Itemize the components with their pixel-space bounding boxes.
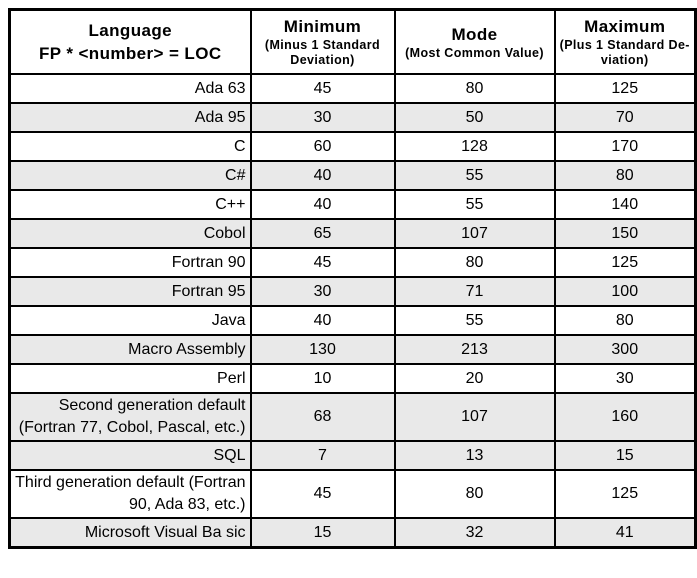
language-cell: Ada 63 (8, 73, 252, 104)
minimum-cell: 15 (249, 517, 396, 549)
fp-loc-conversion-table: Language FP * <number> = LOC Minimum (Mi… (8, 8, 697, 549)
language-cell: Macro Assembly (8, 334, 252, 365)
table-body: Ada 63 45 80 125 Ada 95 30 50 70 C 60 128 170 C# 40 55… (8, 73, 697, 549)
maximum-cell: 150 (553, 218, 697, 249)
maximum-cell: 125 (553, 469, 697, 519)
table-row: Fortran 95 30 71 100 (8, 276, 697, 307)
maximum-cell: 100 (553, 276, 697, 307)
maximum-header-title: Maximum (584, 17, 666, 36)
table-row: SQL 7 13 15 (8, 440, 697, 471)
mode-cell: 71 (393, 276, 556, 307)
language-cell: Microsoft Visual Ba sic (8, 517, 252, 549)
maximum-cell: 41 (553, 517, 697, 549)
table-row: C# 40 55 80 (8, 160, 697, 191)
table-row: Java 40 55 80 (8, 305, 697, 336)
minimum-header-title: Minimum (283, 17, 362, 36)
mode-cell: 55 (393, 305, 556, 336)
minimum-cell: 60 (249, 131, 396, 162)
language-cell: Second generation default (Fortran 77, C… (8, 392, 252, 442)
language-cell: Fortran 95 (8, 276, 252, 307)
mode-cell: 80 (393, 247, 556, 278)
language-cell: Third generation default (Fortran 90, Ad… (8, 469, 252, 519)
language-cell: SQL (8, 440, 252, 471)
maximum-cell: 125 (553, 247, 697, 278)
maximum-header-subtitle: (Plus 1 Standard De-viation) (559, 38, 690, 67)
mode-cell: 13 (393, 440, 556, 471)
mode-cell: 20 (393, 363, 556, 394)
column-header-mode: Mode (Most Common Value) (393, 8, 556, 75)
mode-cell: 107 (393, 218, 556, 249)
maximum-cell: 15 (553, 440, 697, 471)
language-header-title: Language (88, 21, 172, 40)
language-cell: Cobol (8, 218, 252, 249)
maximum-cell: 125 (553, 73, 697, 104)
language-cell: Fortran 90 (8, 247, 252, 278)
table-row: C++ 40 55 140 (8, 189, 697, 220)
language-cell: C++ (8, 189, 252, 220)
minimum-cell: 130 (249, 334, 396, 365)
language-cell: C (8, 131, 252, 162)
mode-header-title: Mode (451, 24, 498, 44)
table-row: Perl 10 20 30 (8, 363, 697, 394)
minimum-cell: 30 (249, 102, 396, 133)
language-cell: Ada 95 (8, 102, 252, 133)
table-row: Fortran 90 45 80 125 (8, 247, 697, 278)
maximum-cell: 300 (553, 334, 697, 365)
mode-cell: 55 (393, 160, 556, 191)
maximum-cell: 140 (553, 189, 697, 220)
mode-cell: 32 (393, 517, 556, 549)
language-cell: Perl (8, 363, 252, 394)
table-row: Third generation default (Fortran 90, Ad… (8, 469, 697, 519)
minimum-cell: 40 (249, 160, 396, 191)
maximum-cell: 30 (553, 363, 697, 394)
table-row: C 60 128 170 (8, 131, 697, 162)
column-header-language: Language FP * <number> = LOC (8, 8, 252, 75)
maximum-cell: 160 (553, 392, 697, 442)
minimum-cell: 30 (249, 276, 396, 307)
maximum-cell: 80 (553, 305, 697, 336)
header-row: Language FP * <number> = LOC Minimum (Mi… (8, 8, 697, 75)
minimum-cell: 45 (249, 73, 396, 104)
minimum-cell: 7 (249, 440, 396, 471)
mode-cell: 50 (393, 102, 556, 133)
table-row: Second generation default (Fortran 77, C… (8, 392, 697, 442)
minimum-cell: 68 (249, 392, 396, 442)
maximum-cell: 80 (553, 160, 697, 191)
maximum-cell: 170 (553, 131, 697, 162)
minimum-cell: 40 (249, 189, 396, 220)
column-header-maximum: Maximum (Plus 1 Standard De-viation) (553, 8, 697, 75)
column-header-minimum: Minimum (Minus 1 Standard Deviation) (249, 8, 396, 75)
mode-cell: 55 (393, 189, 556, 220)
minimum-cell: 65 (249, 218, 396, 249)
mode-cell: 80 (393, 73, 556, 104)
language-cell: Java (8, 305, 252, 336)
mode-cell: 80 (393, 469, 556, 519)
mode-cell: 107 (393, 392, 556, 442)
table-row: Cobol 65 107 150 (8, 218, 697, 249)
table-row: Ada 63 45 80 125 (8, 73, 697, 104)
minimum-cell: 10 (249, 363, 396, 394)
table-row: Microsoft Visual Ba sic 15 32 41 (8, 517, 697, 549)
minimum-header-subtitle: (Minus 1 Standard Deviation) (264, 38, 381, 67)
maximum-cell: 70 (553, 102, 697, 133)
mode-cell: 128 (393, 131, 556, 162)
table-row: Ada 95 30 50 70 (8, 102, 697, 133)
minimum-cell: 45 (249, 247, 396, 278)
minimum-cell: 45 (249, 469, 396, 519)
mode-header-subtitle: (Most Common Value) (405, 45, 544, 60)
language-cell: C# (8, 160, 252, 191)
table-row: Macro Assembly 130 213 300 (8, 334, 697, 365)
mode-cell: 213 (393, 334, 556, 365)
minimum-cell: 40 (249, 305, 396, 336)
language-header-formula: FP * <number> = LOC (38, 44, 222, 63)
